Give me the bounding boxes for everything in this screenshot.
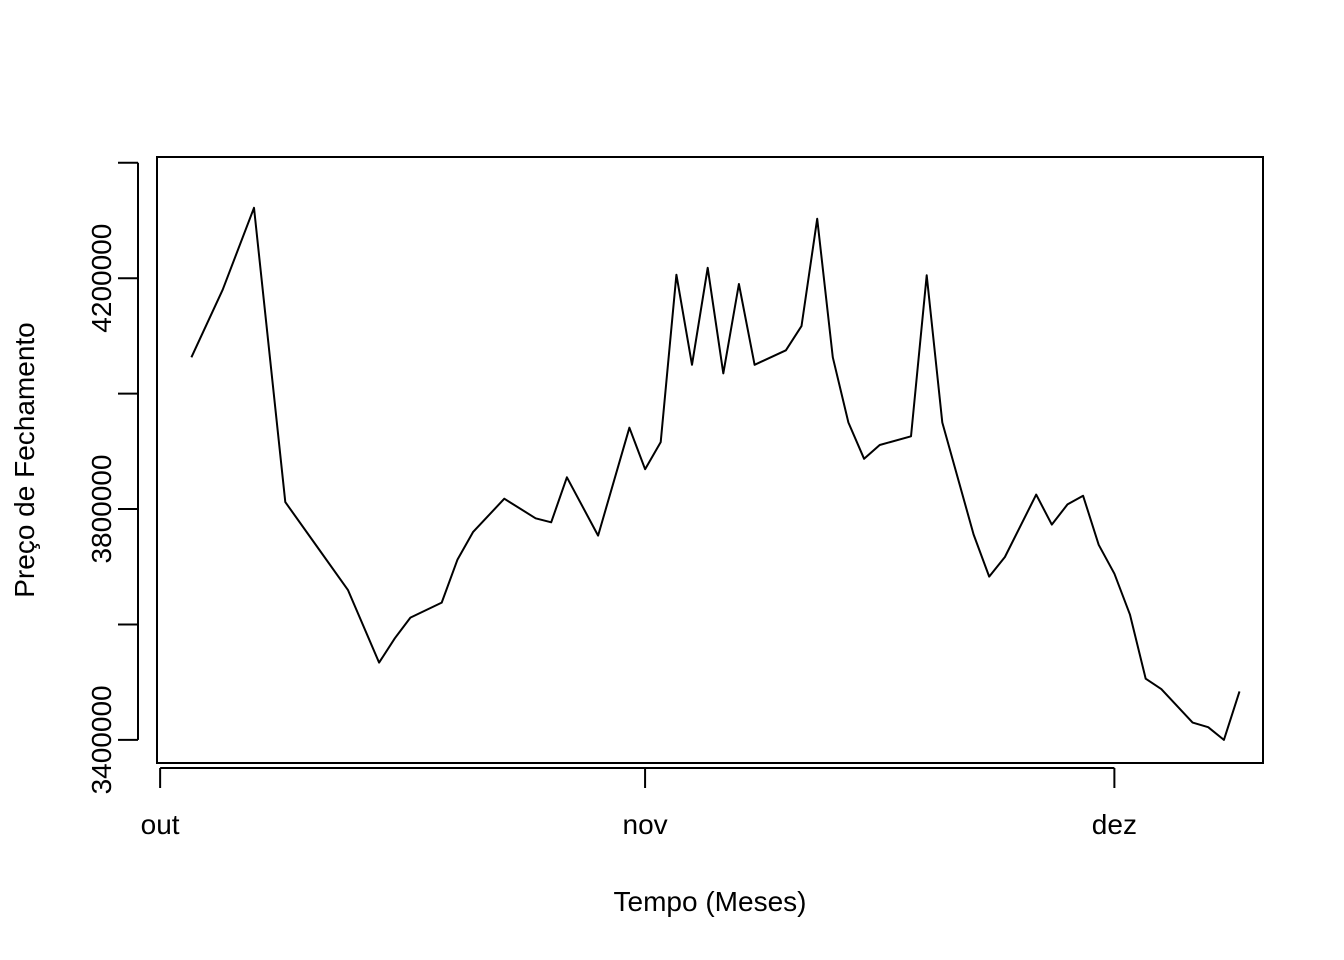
x-tick-label-dez: dez bbox=[1092, 809, 1137, 840]
x-axis-title: Tempo (Meses) bbox=[614, 886, 807, 917]
plot-box bbox=[156, 156, 1264, 764]
y-tick-label-3400000: 3400000 bbox=[86, 685, 117, 794]
x-axis: out nov dez bbox=[141, 767, 1137, 840]
y-tick-label-4200000: 4200000 bbox=[86, 224, 117, 333]
x-tick-label-nov: nov bbox=[623, 809, 668, 840]
y-axis: 3400000 3800000 4200000 bbox=[86, 161, 139, 794]
y-axis-title: Preço de Fechamento bbox=[9, 322, 40, 598]
x-tick-label-out: out bbox=[141, 809, 180, 840]
y-tick-label-3800000: 3800000 bbox=[86, 455, 117, 564]
series-line bbox=[190, 206, 1241, 741]
